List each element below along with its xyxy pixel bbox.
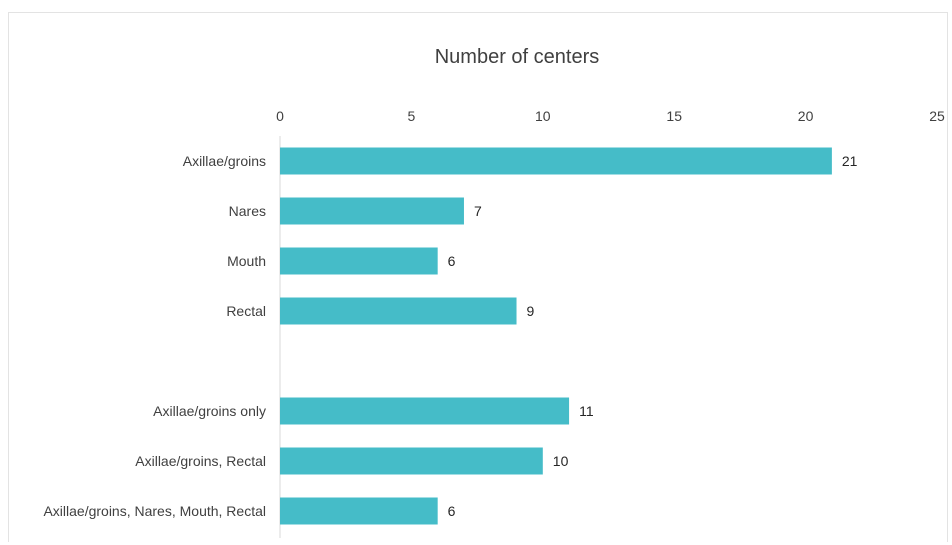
bar bbox=[280, 447, 543, 475]
data-labels: 21 7 6 9 11 10 6 bbox=[448, 153, 858, 519]
x-tick-label: 25 bbox=[929, 108, 945, 124]
bar bbox=[280, 197, 464, 225]
category-labels: Axillae/groins Nares Mouth Rectal Axillae/gr… bbox=[43, 153, 266, 519]
category-label: Axillae/groins bbox=[183, 153, 266, 169]
x-tick-label: 20 bbox=[798, 108, 814, 124]
x-tick-label: 0 bbox=[276, 108, 284, 124]
bars-group bbox=[280, 147, 832, 525]
category-label: Axillae/groins, Nares, Mouth, Rectal bbox=[43, 503, 266, 519]
category-label: Axillae/groins only bbox=[153, 403, 266, 419]
bar bbox=[280, 397, 570, 425]
x-axis-ticks: 0 5 10 15 20 25 bbox=[276, 108, 945, 124]
category-label: Mouth bbox=[227, 253, 266, 269]
bar-value-label: 6 bbox=[448, 253, 456, 269]
bar-value-label: 6 bbox=[448, 503, 456, 519]
bar bbox=[280, 497, 438, 525]
chart-frame bbox=[8, 12, 948, 542]
bar-value-label: 10 bbox=[553, 453, 569, 469]
x-tick-label: 10 bbox=[535, 108, 551, 124]
bar-value-label: 11 bbox=[579, 403, 594, 419]
category-label: Rectal bbox=[226, 303, 266, 319]
category-label: Axillae/groins, Rectal bbox=[135, 453, 266, 469]
x-tick-label: 15 bbox=[666, 108, 682, 124]
bar-value-label: 21 bbox=[842, 153, 858, 169]
bar bbox=[280, 297, 517, 325]
x-tick-label: 5 bbox=[408, 108, 416, 124]
category-label: Nares bbox=[229, 203, 266, 219]
bar-value-label: 9 bbox=[527, 303, 535, 319]
chart-title: Number of centers bbox=[435, 46, 600, 68]
bar-value-label: 7 bbox=[474, 203, 482, 219]
bar bbox=[280, 147, 832, 175]
bar bbox=[280, 247, 438, 275]
